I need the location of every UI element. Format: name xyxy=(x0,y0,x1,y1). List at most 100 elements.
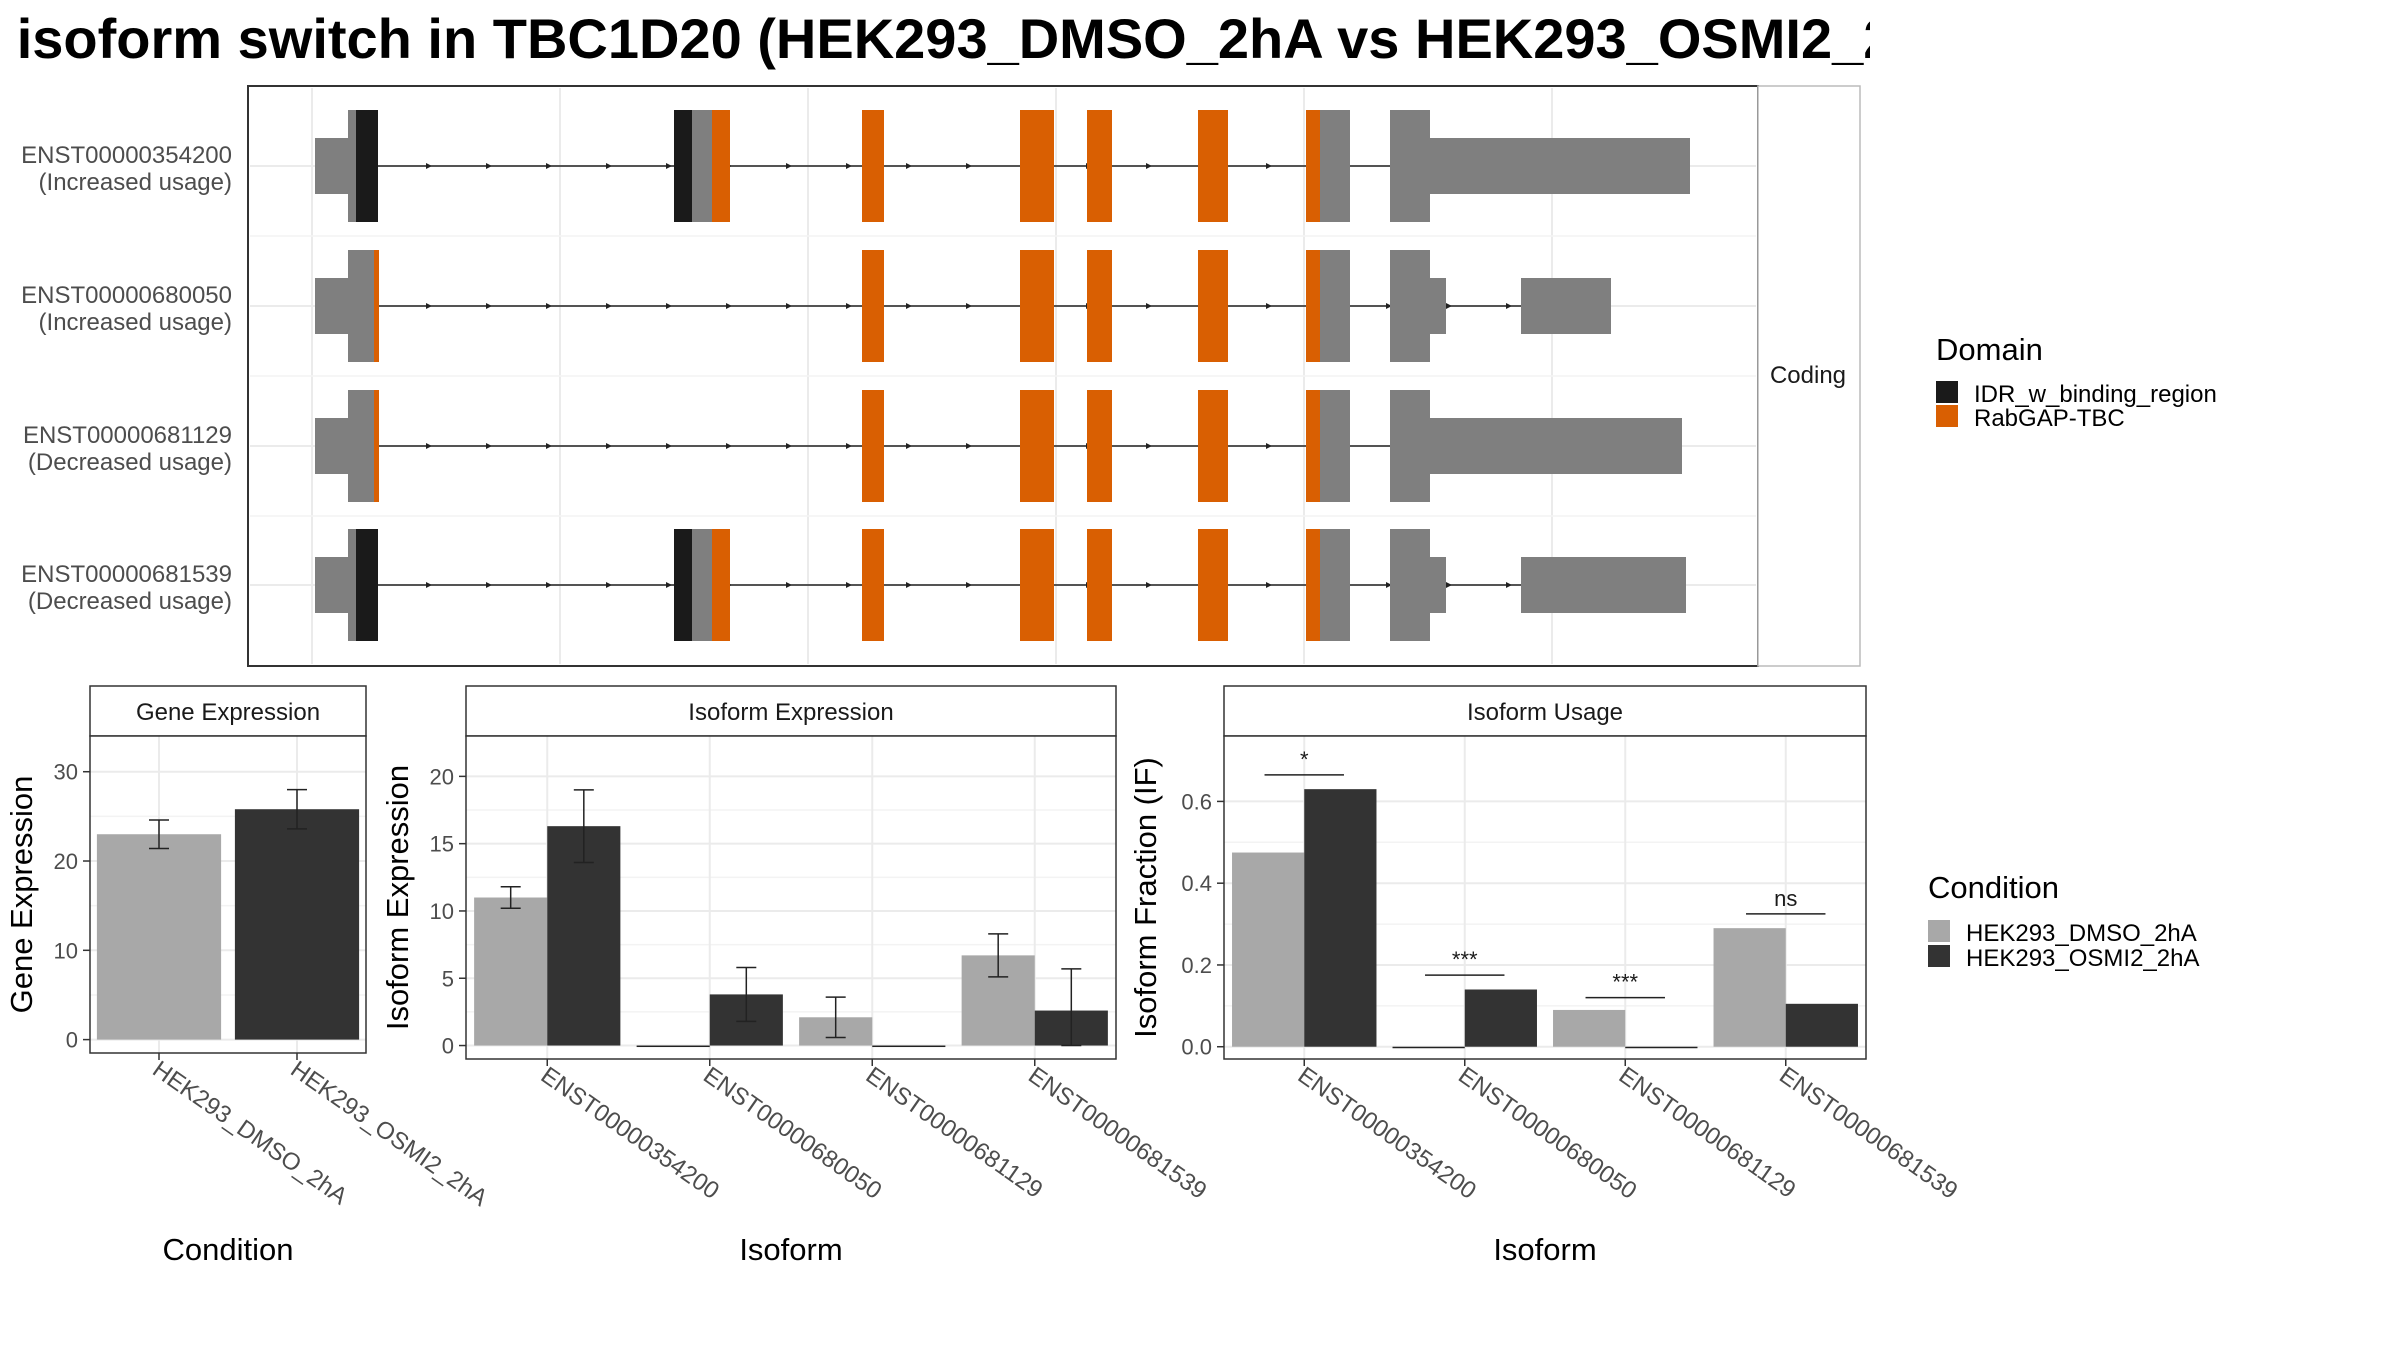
idr-domain-block xyxy=(356,110,378,222)
rabgap-domain-block xyxy=(1020,390,1054,502)
transcript-label: ENST00000681129 xyxy=(23,422,232,449)
direction-arrow xyxy=(606,303,612,309)
direction-arrow xyxy=(1266,303,1272,309)
direction-arrow xyxy=(726,303,732,309)
legend-swatch-dmso xyxy=(1928,920,1950,942)
condition-legend-title: Condition xyxy=(1928,870,2059,905)
transcript-row-ENST00000681129 xyxy=(315,390,1682,502)
legend-swatch-idr xyxy=(1936,381,1958,403)
direction-arrow xyxy=(1506,582,1512,588)
direction-arrow xyxy=(666,443,672,449)
utr-exon-block xyxy=(1320,390,1350,502)
direction-arrow xyxy=(606,582,612,588)
rabgap-domain-block xyxy=(1198,529,1228,641)
direction-arrow xyxy=(666,303,672,309)
direction-arrow xyxy=(1146,163,1152,169)
transcript-row-ENST00000681539 xyxy=(315,529,1686,641)
x-axis-title: Isoform xyxy=(739,1232,842,1267)
transcript-label: ENST00000680050 xyxy=(21,282,232,309)
direction-arrow xyxy=(666,582,672,588)
direction-arrow xyxy=(786,582,792,588)
figure-title: e isoform switch in TBC1D20 (HEK293_DMSO… xyxy=(0,7,1870,70)
bar-HEK293_OSMI2_2hA-ENST00000680050 xyxy=(1464,989,1537,1047)
significance-label: *** xyxy=(1612,970,1638,995)
rabgap-domain-block xyxy=(712,110,730,222)
direction-arrow xyxy=(966,303,972,309)
utr-exon-block xyxy=(692,529,712,641)
legend-swatch-osmi xyxy=(1928,945,1950,967)
direction-arrow xyxy=(1266,163,1272,169)
rabgap-domain-block xyxy=(862,250,884,362)
rabgap-domain-block xyxy=(1198,250,1228,362)
direction-arrow xyxy=(426,163,432,169)
y-tick-label: 5 xyxy=(442,966,454,991)
y-tick-label: 20 xyxy=(54,849,78,874)
utr-tail-block xyxy=(1521,278,1611,334)
direction-arrow xyxy=(966,163,972,169)
utr-exon-block xyxy=(348,250,374,362)
direction-arrow xyxy=(426,443,432,449)
bar-HEK293_DMSO_2hA-ENST00000681539 xyxy=(1713,928,1786,1047)
x-axis-title: Condition xyxy=(163,1232,294,1267)
bar-HEK293_DMSO_2hA-ENST00000680050 xyxy=(636,1045,710,1048)
legend-swatch-rabgap xyxy=(1936,405,1958,427)
y-axis-title: Isoform Expression xyxy=(380,765,415,1030)
rabgap-domain-block xyxy=(1306,110,1320,222)
bar-HEK293_OSMI2_2hA xyxy=(234,809,360,1040)
direction-arrow xyxy=(486,303,492,309)
bar-HEK293_DMSO_2hA xyxy=(96,834,222,1040)
rabgap-domain-block xyxy=(1306,250,1320,362)
y-tick-label: 10 xyxy=(54,938,78,963)
y-axis-title: Isoform Fraction (IF) xyxy=(1128,757,1163,1038)
bar-HEK293_DMSO_2hA-ENST00000354200 xyxy=(474,897,548,1046)
rabgap-domain-block xyxy=(1020,110,1054,222)
utr-exon-block xyxy=(1430,278,1446,334)
utr-exon-block xyxy=(315,138,353,194)
direction-arrow xyxy=(1446,303,1452,309)
y-tick-label: 0 xyxy=(66,1028,78,1053)
domain-legend-title: Domain xyxy=(1936,332,2043,367)
direction-arrow xyxy=(786,443,792,449)
isoform-usage-chart: Isoform Usage*******ns0.00.20.40.6ENST00… xyxy=(1128,685,1963,1267)
structure-rows xyxy=(315,110,1690,641)
x-tick-label: ENST00000681539 xyxy=(1774,1062,1962,1205)
utr-exon-block xyxy=(1430,557,1446,613)
y-tick-label: 20 xyxy=(430,764,454,789)
direction-arrow xyxy=(1146,582,1152,588)
x-tick-label: ENST00000681129 xyxy=(1614,1062,1801,1204)
title-clip: e isoform switch in TBC1D20 (HEK293_DMSO… xyxy=(0,0,1870,80)
transcript-row-ENST00000354200 xyxy=(315,110,1690,222)
bar-HEK293_DMSO_2hA-ENST00000681129 xyxy=(1553,1009,1626,1047)
idr-domain-block xyxy=(674,110,692,222)
direction-arrow xyxy=(966,443,972,449)
direction-arrow xyxy=(846,443,852,449)
utr-exon-block xyxy=(315,557,353,613)
bar-HEK293_DMSO_2hA-ENST00000354200 xyxy=(1232,852,1305,1047)
transcript-usage-label: (Decreased usage) xyxy=(28,588,232,615)
direction-arrow xyxy=(546,443,552,449)
direction-arrow xyxy=(1146,303,1152,309)
rabgap-domain-block xyxy=(1087,529,1112,641)
utr-exon-block xyxy=(348,390,374,502)
direction-arrow xyxy=(906,163,912,169)
utr-exon-block xyxy=(1390,529,1430,641)
direction-arrow xyxy=(426,582,432,588)
y-tick-label: 10 xyxy=(430,899,454,924)
direction-arrow xyxy=(486,163,492,169)
legend-label-idr: IDR_w_binding_region xyxy=(1974,381,2217,408)
transcript-usage-label: (Decreased usage) xyxy=(28,449,232,476)
facet-strip-label: Isoform Expression xyxy=(688,699,893,726)
plot-frame xyxy=(89,735,367,1054)
direction-arrow xyxy=(546,582,552,588)
idr-domain-block xyxy=(674,529,692,641)
utr-tail-block xyxy=(1390,418,1682,474)
y-tick-label: 0.2 xyxy=(1181,953,1212,978)
coding-strip-label: Coding xyxy=(1770,362,1846,389)
rabgap-domain-block xyxy=(1020,250,1054,362)
legend-label-dmso: HEK293_DMSO_2hA xyxy=(1966,920,2197,947)
direction-arrow xyxy=(486,582,492,588)
direction-arrow xyxy=(1386,582,1392,588)
rabgap-domain-block xyxy=(1306,529,1320,641)
direction-arrow xyxy=(486,443,492,449)
